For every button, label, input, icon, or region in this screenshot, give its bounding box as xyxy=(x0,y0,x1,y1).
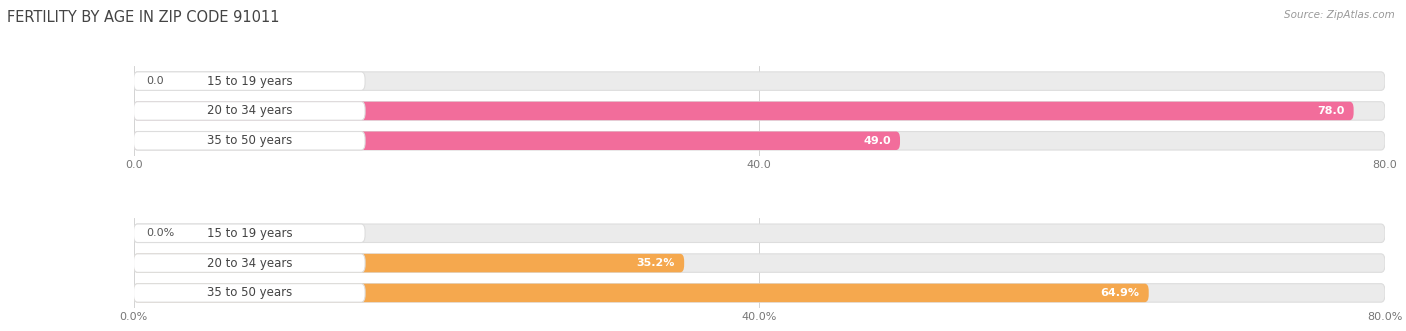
Text: 15 to 19 years: 15 to 19 years xyxy=(207,227,292,240)
FancyBboxPatch shape xyxy=(134,224,366,243)
Text: 78.0: 78.0 xyxy=(1317,106,1344,116)
Text: 35.2%: 35.2% xyxy=(637,258,675,268)
FancyBboxPatch shape xyxy=(134,72,1385,90)
Text: 20 to 34 years: 20 to 34 years xyxy=(207,257,292,269)
Text: 0.0: 0.0 xyxy=(146,76,163,86)
Text: 64.9%: 64.9% xyxy=(1101,288,1139,298)
Text: 20 to 34 years: 20 to 34 years xyxy=(207,105,292,118)
Text: 35 to 50 years: 35 to 50 years xyxy=(207,134,292,147)
Text: 35 to 50 years: 35 to 50 years xyxy=(207,286,292,300)
FancyBboxPatch shape xyxy=(134,224,1385,243)
FancyBboxPatch shape xyxy=(134,254,1385,272)
FancyBboxPatch shape xyxy=(134,72,366,90)
FancyBboxPatch shape xyxy=(134,131,1385,150)
FancyBboxPatch shape xyxy=(134,102,1354,120)
Text: FERTILITY BY AGE IN ZIP CODE 91011: FERTILITY BY AGE IN ZIP CODE 91011 xyxy=(7,10,280,25)
FancyBboxPatch shape xyxy=(134,284,1149,302)
Text: 15 to 19 years: 15 to 19 years xyxy=(207,74,292,88)
FancyBboxPatch shape xyxy=(134,102,366,120)
Text: 49.0: 49.0 xyxy=(863,136,890,146)
FancyBboxPatch shape xyxy=(134,254,366,272)
FancyBboxPatch shape xyxy=(134,131,366,150)
FancyBboxPatch shape xyxy=(134,131,900,150)
FancyBboxPatch shape xyxy=(134,284,1385,302)
Text: Source: ZipAtlas.com: Source: ZipAtlas.com xyxy=(1284,10,1395,20)
Text: 0.0%: 0.0% xyxy=(146,228,174,238)
FancyBboxPatch shape xyxy=(134,284,366,302)
FancyBboxPatch shape xyxy=(134,102,1385,120)
FancyBboxPatch shape xyxy=(134,254,685,272)
